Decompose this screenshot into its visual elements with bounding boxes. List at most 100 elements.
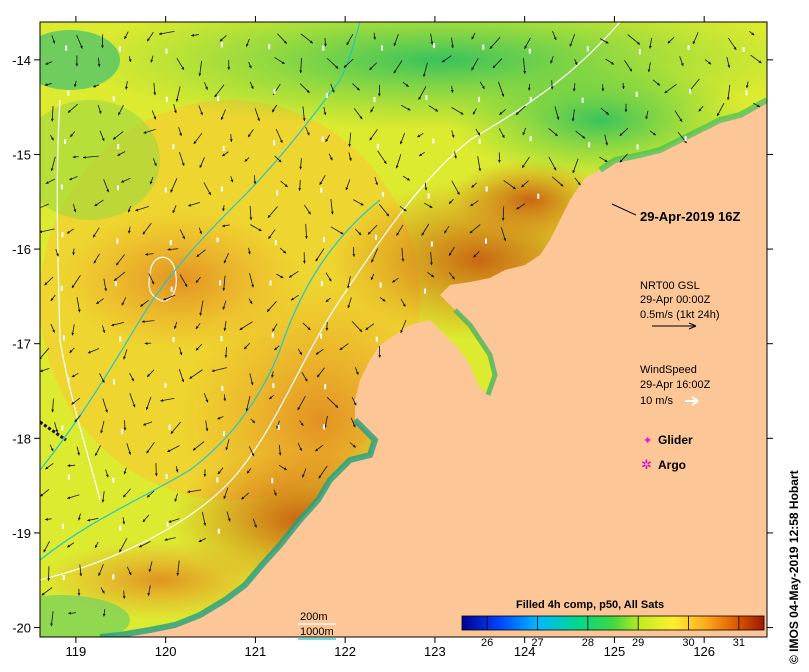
current-arrow xyxy=(126,566,132,576)
current-arrow xyxy=(245,396,251,412)
current-arrow xyxy=(54,422,59,433)
wind-tick xyxy=(379,282,382,288)
y-tick-label: -19 xyxy=(12,526,31,541)
wind-tick xyxy=(165,96,168,102)
current-arrow xyxy=(401,247,405,262)
current-arrow xyxy=(277,33,288,44)
wind-tick xyxy=(321,136,324,142)
current-arrow xyxy=(352,246,356,257)
map-plot-area xyxy=(40,22,767,637)
current-arrow xyxy=(168,518,180,523)
current-arrow xyxy=(664,84,677,94)
current-arrow xyxy=(69,347,75,354)
current-arrow xyxy=(354,228,362,236)
current-arrow xyxy=(188,202,200,207)
current-arrow xyxy=(189,369,203,380)
current-arrow xyxy=(150,55,154,63)
current-arrow xyxy=(152,158,157,167)
current-arrow xyxy=(350,417,356,428)
current-arrow xyxy=(354,367,359,375)
current-arrow xyxy=(605,58,615,65)
wind-tick xyxy=(172,336,175,342)
x-axis: 119 120 121 122 123 124 125 126 xyxy=(66,16,715,659)
current-arrow xyxy=(201,511,207,526)
current-arrow xyxy=(179,229,186,240)
current-arrow xyxy=(69,131,76,138)
current-arrow xyxy=(273,489,277,496)
current-arrow xyxy=(246,468,252,474)
current-arrow xyxy=(195,343,203,351)
current-arrow xyxy=(93,253,100,264)
current-arrow xyxy=(75,55,79,67)
wind-tick xyxy=(166,521,169,527)
current-arrow xyxy=(575,130,586,139)
current-arrow xyxy=(154,463,158,477)
wind-markers xyxy=(60,42,748,581)
current-arrow xyxy=(124,31,129,40)
current-arrow xyxy=(195,322,201,330)
current-arrow xyxy=(222,275,226,291)
current-arrow xyxy=(44,83,52,86)
current-arrow xyxy=(249,205,253,221)
current-arrow xyxy=(67,464,76,468)
current-arrow xyxy=(299,57,303,74)
wind-tick xyxy=(119,525,122,531)
current-arrow xyxy=(649,130,657,136)
current-arrow xyxy=(647,62,651,73)
current-arrow xyxy=(203,392,209,403)
isobath-deep-label: 1000m xyxy=(300,626,334,638)
current-arrow xyxy=(343,58,354,68)
current-arrow xyxy=(304,204,311,215)
wind-tick xyxy=(325,93,328,99)
current-arrow xyxy=(143,129,156,134)
current-arrow xyxy=(314,444,324,452)
current-arrow xyxy=(49,444,54,452)
colorbar-tick-label: 29 xyxy=(632,637,644,649)
isobath-200m xyxy=(56,99,101,501)
current-arrow xyxy=(471,32,476,40)
x-tick-label: 125 xyxy=(604,644,626,659)
wind-tick xyxy=(272,383,275,389)
wind-tick xyxy=(323,424,326,430)
current-arrow xyxy=(99,130,105,142)
wind-tick xyxy=(322,237,325,243)
current-arrow xyxy=(128,56,132,63)
wind-tick xyxy=(60,184,63,190)
current-arrow xyxy=(316,367,325,378)
current-arrow xyxy=(67,103,79,114)
current-arrow xyxy=(377,84,381,97)
current-arrow xyxy=(217,416,224,420)
current-arrow xyxy=(302,106,306,122)
current-arrow xyxy=(126,443,132,455)
wind-tick xyxy=(217,528,220,534)
current-arrow xyxy=(266,301,277,313)
wind-tick xyxy=(165,48,168,54)
current-arrow xyxy=(252,518,257,528)
current-arrow xyxy=(175,86,181,102)
wind-tick xyxy=(432,138,435,144)
current-arrow xyxy=(297,442,303,452)
current-arrow xyxy=(475,128,481,136)
wind-tick xyxy=(114,281,117,287)
current-arrow xyxy=(422,62,428,77)
current-arrow xyxy=(552,31,557,41)
current-arrow xyxy=(492,58,503,69)
wind-tick xyxy=(687,45,690,51)
sst-cool-region xyxy=(40,30,120,90)
current-arrow xyxy=(129,393,136,408)
current-arrow xyxy=(226,511,231,522)
current-arrow xyxy=(271,371,274,378)
current-arrow xyxy=(369,129,378,141)
current-arrow xyxy=(371,248,378,263)
current-arrow xyxy=(97,57,101,67)
current-arrow xyxy=(173,104,177,114)
current-arrow xyxy=(378,203,390,217)
current-arrow xyxy=(174,493,178,502)
current-arrow xyxy=(142,514,150,523)
current-arrow xyxy=(138,541,151,548)
current-arrow xyxy=(248,298,253,305)
wind-tick xyxy=(62,335,65,341)
current-arrow xyxy=(299,83,310,94)
current-arrow xyxy=(105,469,109,478)
current-arrow xyxy=(330,199,334,215)
